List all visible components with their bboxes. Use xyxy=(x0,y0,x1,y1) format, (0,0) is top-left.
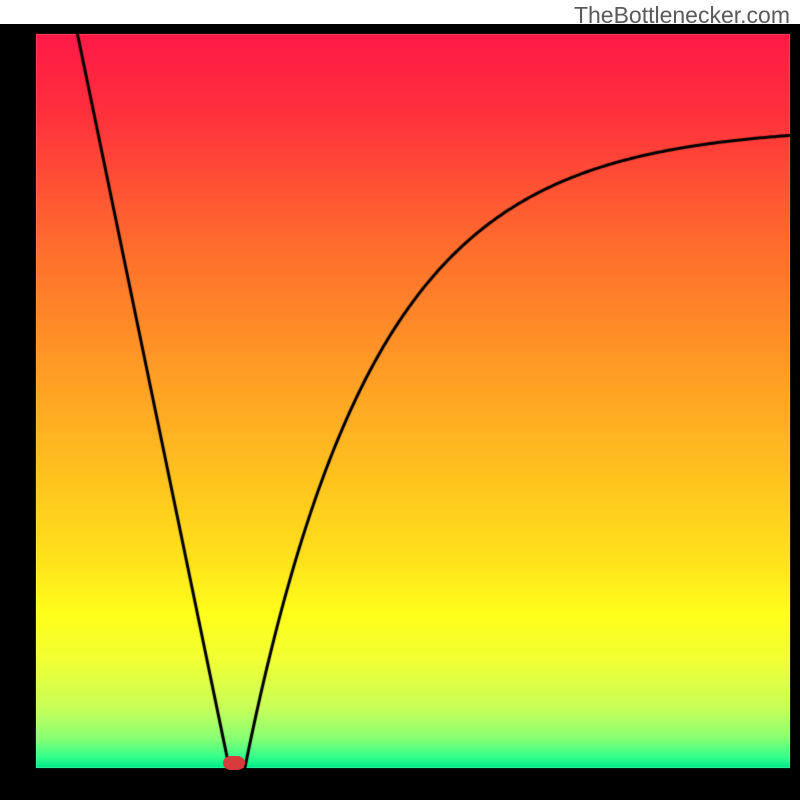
minimum-marker xyxy=(223,756,245,770)
plot-canvas xyxy=(0,0,800,800)
chart-container: TheBottlenecker.com xyxy=(0,0,800,800)
